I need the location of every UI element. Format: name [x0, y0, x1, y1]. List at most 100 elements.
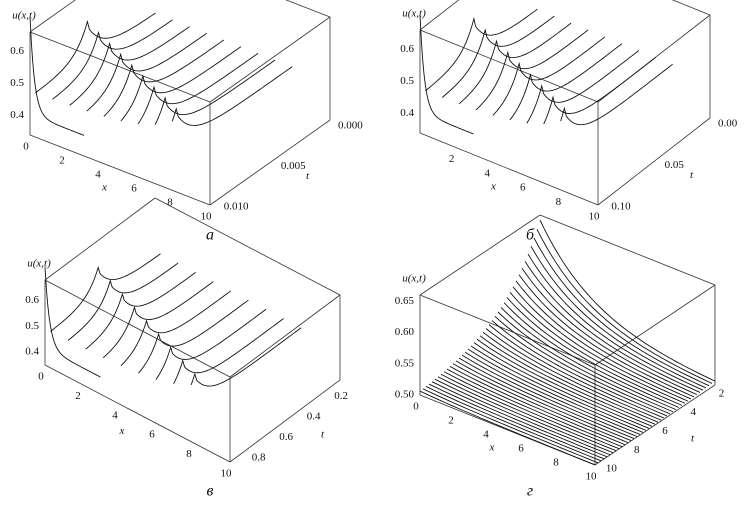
curve [50, 253, 161, 332]
curve [470, 345, 647, 431]
z-tick-label: 0.4 [10, 109, 24, 121]
curve [419, 14, 474, 135]
z-axis-label: u(x,t) [402, 8, 426, 20]
curve [491, 320, 668, 417]
x-tick-label: 2 [75, 390, 81, 402]
box-edge [597, 117, 711, 206]
box-edge [419, 132, 599, 206]
t-tick-label: 0.2 [334, 390, 348, 402]
box-edge [29, 31, 211, 103]
t-tick-label: 0.4 [307, 410, 321, 422]
box-edge [209, 119, 331, 206]
t-tick-label: 0.005 [281, 160, 306, 172]
curve [120, 46, 242, 122]
curve [515, 280, 692, 400]
curve [503, 302, 680, 408]
curve [533, 237, 710, 387]
curve [154, 59, 276, 125]
curve [190, 327, 302, 387]
x-tick-label: 4 [483, 429, 489, 441]
panel-caption: б [526, 227, 535, 244]
x-tick-label: 6 [131, 183, 137, 195]
t-axis-label: t [690, 169, 694, 181]
z-tick-label: 0.4 [400, 107, 414, 119]
box-edge [229, 379, 341, 463]
z-tick-label: 0.55 [395, 357, 415, 369]
panel-caption: а [206, 227, 214, 244]
curve [443, 371, 620, 450]
curve [526, 50, 640, 124]
curve [482, 331, 659, 423]
z-axis-label: u(x,t) [27, 258, 51, 270]
curve [155, 308, 267, 380]
box-edge [594, 284, 716, 366]
curve [138, 299, 249, 374]
curve [29, 16, 85, 136]
x-tick-label: 2 [448, 415, 454, 427]
x-tick-label: 10 [586, 471, 598, 483]
curve [440, 373, 617, 452]
box-edge [671, 0, 711, 16]
curve [500, 307, 677, 411]
box-edge [44, 197, 156, 281]
curve [137, 52, 259, 125]
x-tick-label: 0 [413, 401, 419, 413]
curve [461, 354, 638, 437]
curve [85, 271, 196, 350]
x-tick-label: 6 [520, 182, 526, 194]
box-edge [419, 214, 541, 296]
curve [518, 274, 695, 398]
curve [458, 22, 572, 105]
curve [494, 316, 671, 415]
curve [536, 229, 713, 384]
curve [120, 290, 232, 367]
box-edge [419, 294, 596, 366]
curve [521, 267, 698, 396]
z-tick-label: 0.5 [25, 320, 39, 332]
curve [44, 267, 101, 378]
x-tick-label: 8 [167, 197, 173, 209]
x-tick-label: 6 [149, 429, 155, 441]
x-tick-label: 0 [38, 371, 44, 383]
t-axis-label: t [691, 433, 695, 445]
curve [422, 388, 599, 464]
curve [476, 338, 653, 427]
x-tick-label: 8 [556, 196, 562, 208]
t-tick-label: 10 [606, 463, 618, 475]
curve [431, 381, 608, 458]
curve [103, 39, 225, 117]
t-tick-label: 0.000 [338, 120, 363, 132]
curve [171, 66, 293, 126]
box-edge [229, 294, 341, 378]
curve [35, 12, 156, 94]
x-tick-label: 2 [449, 153, 455, 165]
x-tick-label: 4 [95, 169, 101, 181]
curve [419, 390, 596, 466]
curve [467, 348, 644, 433]
curve [428, 383, 605, 460]
box-edge [29, 134, 211, 206]
curve [102, 281, 214, 359]
curve [458, 357, 635, 439]
curve [69, 26, 190, 106]
box-edge [44, 364, 231, 463]
box-edge [29, 0, 76, 33]
curve [497, 311, 674, 413]
curve [530, 246, 707, 389]
x-tick-label: 10 [201, 211, 213, 223]
curve [543, 57, 656, 125]
curve [425, 386, 602, 462]
t-tick-label: 0.05 [665, 159, 685, 171]
t-tick-label: 0.6 [279, 431, 293, 443]
curve [452, 363, 629, 444]
z-tick-label: 0.6 [400, 43, 414, 55]
curve [539, 219, 716, 382]
t-tick-label: 4 [691, 406, 697, 418]
z-axis-label: u(x,t) [12, 10, 36, 22]
z-tick-label: 0.50 [395, 389, 415, 401]
curve [425, 8, 538, 92]
curve [506, 297, 683, 406]
x-tick-label: 6 [518, 443, 524, 455]
